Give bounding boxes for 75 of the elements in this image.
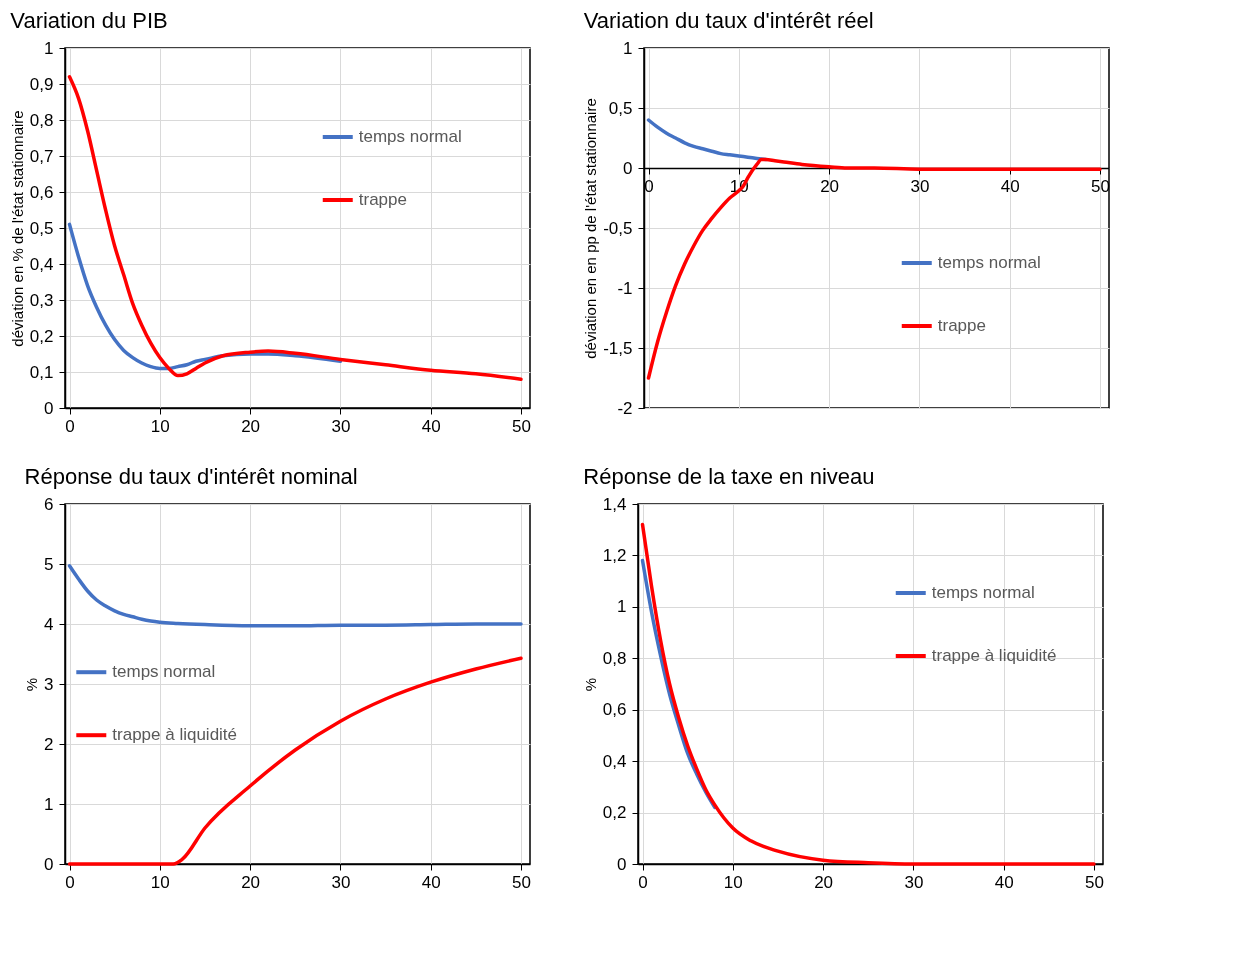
x-tick-label: 10: [150, 416, 170, 436]
y-axis-title: déviation en en pp de l'état stationnaire: [582, 98, 600, 359]
x-tick-label: 30: [331, 416, 351, 436]
y-tick-label: 0,6: [602, 700, 627, 720]
x-tick-label: 0: [644, 176, 654, 196]
x-tick-label: 50: [1085, 872, 1104, 892]
legend-label: trappe: [358, 190, 407, 209]
y-tick-label: 0,3: [29, 290, 54, 310]
legend-label: temps normal: [931, 583, 1035, 602]
x-tick-label: 50: [512, 416, 531, 436]
legend-label: trappe à liquidité: [931, 646, 1057, 665]
y-tick-label: -0,5: [603, 218, 633, 238]
y-axis-title: %: [23, 677, 41, 692]
x-tick-label: 10: [150, 872, 170, 892]
y-tick-label: -2: [617, 398, 633, 418]
y-tick-label: 0,1: [29, 362, 54, 382]
y-tick-label: 0: [44, 854, 54, 874]
x-tick-label: 40: [1000, 176, 1020, 196]
y-tick-label: 0,7: [29, 146, 54, 166]
x-tick-label: 0: [65, 416, 75, 436]
chart-title: Variation du taux d'intérêt réel: [583, 8, 874, 33]
y-axis-title: déviation en % de l'état stationnaire: [8, 110, 26, 347]
y-tick-label: 0,8: [29, 110, 54, 130]
y-tick-label: 1: [617, 597, 627, 617]
y-tick-label: 0,5: [29, 218, 54, 238]
x-tick-label: 40: [421, 872, 441, 892]
line-series: [67, 75, 523, 381]
x-tick-label: 50: [512, 872, 531, 892]
x-tick-label: 40: [994, 872, 1014, 892]
chart-title: Réponse du taux d'intérêt nominal: [24, 464, 358, 489]
y-tick-label: 0,6: [29, 182, 54, 202]
legend-label: temps normal: [358, 127, 462, 146]
y-tick-label: -1: [617, 278, 633, 298]
x-tick-label: 20: [820, 176, 840, 196]
y-tick-label: 2: [44, 734, 54, 754]
legend-label: trappe: [937, 316, 986, 335]
y-tick-label: 0,2: [602, 803, 627, 823]
y-tick-label: 1: [44, 38, 54, 58]
legend-label: temps normal: [112, 662, 216, 682]
y-tick-label: 0,8: [602, 648, 627, 668]
y-tick-label: -1,5: [603, 338, 633, 358]
legend-label: trappe à liquidité: [112, 725, 238, 745]
line-series: [640, 522, 1096, 866]
legend-label: temps normal: [937, 253, 1041, 272]
x-tick-label: 40: [421, 416, 441, 436]
y-axis-title: %: [581, 677, 599, 692]
y-tick-label: 0,2: [29, 326, 54, 346]
y-tick-label: 1,4: [602, 494, 627, 514]
x-tick-label: 20: [241, 872, 261, 892]
y-tick-label: 6: [44, 494, 54, 514]
chart-title: Réponse de la taxe en niveau: [583, 464, 875, 489]
x-tick-label: 30: [904, 872, 924, 892]
y-tick-label: 3: [44, 674, 54, 694]
x-tick-label: 30: [910, 176, 930, 196]
y-tick-label: 1,2: [602, 545, 627, 565]
x-tick-label: 20: [241, 416, 261, 436]
y-tick-label: 0,4: [602, 751, 627, 771]
y-tick-label: 5: [44, 554, 54, 574]
y-tick-label: 0,4: [29, 254, 54, 274]
chart-title: Variation du PIB: [10, 8, 168, 33]
line-series: [67, 564, 523, 628]
y-tick-label: 0,9: [29, 74, 54, 94]
x-tick-label: 0: [638, 872, 648, 892]
x-tick-label: 10: [723, 872, 743, 892]
y-tick-label: 0: [623, 158, 633, 178]
y-tick-label: 0: [44, 398, 54, 418]
y-tick-label: 1: [623, 38, 633, 58]
x-tick-label: 20: [814, 872, 834, 892]
line-series: [67, 656, 523, 866]
y-tick-label: 4: [44, 614, 54, 634]
y-tick-label: 0: [617, 854, 627, 874]
x-tick-label: 30: [331, 872, 351, 892]
x-tick-label: 0: [65, 872, 75, 892]
y-tick-label: 1: [44, 794, 54, 814]
y-tick-label: 0,5: [608, 98, 633, 118]
